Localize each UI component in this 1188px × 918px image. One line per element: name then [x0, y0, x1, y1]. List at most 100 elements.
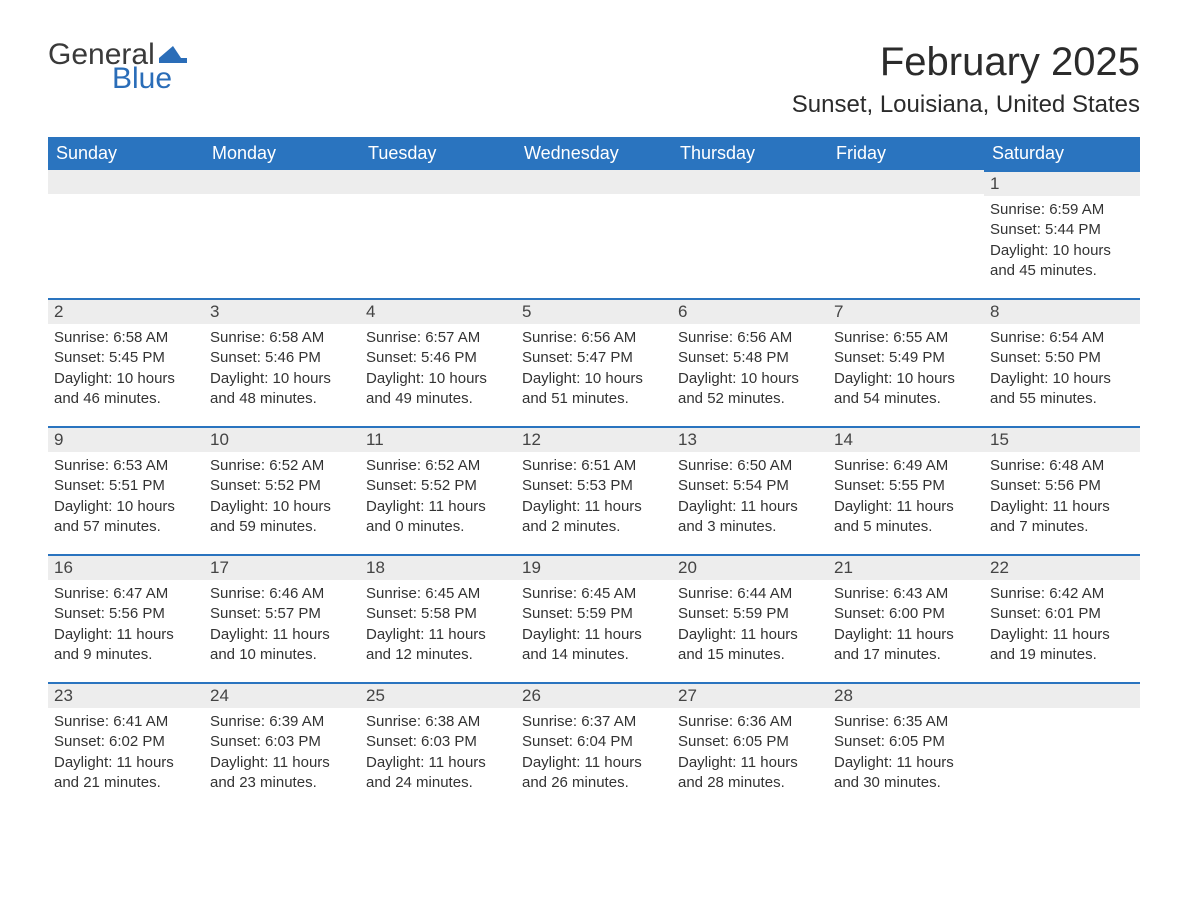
day-number: 6: [672, 298, 828, 324]
day-details: Sunrise: 6:35 AMSunset: 6:05 PMDaylight:…: [828, 708, 984, 801]
calendar-cell: 3Sunrise: 6:58 AMSunset: 5:46 PMDaylight…: [204, 298, 360, 426]
day-number: 23: [48, 682, 204, 708]
day-number: 9: [48, 426, 204, 452]
calendar-cell: 12Sunrise: 6:51 AMSunset: 5:53 PMDayligh…: [516, 426, 672, 554]
sunrise-line: Sunrise: 6:58 AM: [54, 328, 198, 348]
sunset-line: Sunset: 6:03 PM: [210, 732, 354, 752]
daylight-line-2: and 45 minutes.: [990, 261, 1134, 281]
sunset-line: Sunset: 5:44 PM: [990, 220, 1134, 240]
daylight-line-2: and 52 minutes.: [678, 389, 822, 409]
calendar-cell: [360, 170, 516, 298]
sunrise-line: Sunrise: 6:51 AM: [522, 456, 666, 476]
calendar-row: 16Sunrise: 6:47 AMSunset: 5:56 PMDayligh…: [48, 554, 1140, 682]
day-details: Sunrise: 6:59 AMSunset: 5:44 PMDaylight:…: [984, 196, 1140, 289]
sunrise-line: Sunrise: 6:39 AM: [210, 712, 354, 732]
sunset-line: Sunset: 5:51 PM: [54, 476, 198, 496]
sunrise-line: Sunrise: 6:45 AM: [366, 584, 510, 604]
sunrise-line: Sunrise: 6:54 AM: [990, 328, 1134, 348]
sunrise-line: Sunrise: 6:41 AM: [54, 712, 198, 732]
sunrise-line: Sunrise: 6:52 AM: [366, 456, 510, 476]
sunset-line: Sunset: 6:02 PM: [54, 732, 198, 752]
daylight-line-1: Daylight: 11 hours: [834, 753, 978, 773]
day-number: 22: [984, 554, 1140, 580]
calendar-cell: 26Sunrise: 6:37 AMSunset: 6:04 PMDayligh…: [516, 682, 672, 810]
day-number: 15: [984, 426, 1140, 452]
day-number: 3: [204, 298, 360, 324]
day-details: Sunrise: 6:58 AMSunset: 5:46 PMDaylight:…: [204, 324, 360, 417]
weekday-header: Monday: [204, 137, 360, 170]
calendar-header-row: SundayMondayTuesdayWednesdayThursdayFrid…: [48, 137, 1140, 170]
day-number: 16: [48, 554, 204, 580]
sunrise-line: Sunrise: 6:44 AM: [678, 584, 822, 604]
sunrise-line: Sunrise: 6:53 AM: [54, 456, 198, 476]
calendar-cell: 6Sunrise: 6:56 AMSunset: 5:48 PMDaylight…: [672, 298, 828, 426]
day-details: Sunrise: 6:41 AMSunset: 6:02 PMDaylight:…: [48, 708, 204, 801]
calendar-cell: 25Sunrise: 6:38 AMSunset: 6:03 PMDayligh…: [360, 682, 516, 810]
sunset-line: Sunset: 6:05 PM: [678, 732, 822, 752]
daylight-line-1: Daylight: 10 hours: [366, 369, 510, 389]
daylight-line-1: Daylight: 10 hours: [210, 497, 354, 517]
sunset-line: Sunset: 5:48 PM: [678, 348, 822, 368]
day-details: Sunrise: 6:53 AMSunset: 5:51 PMDaylight:…: [48, 452, 204, 545]
day-number: 14: [828, 426, 984, 452]
weekday-header: Saturday: [984, 137, 1140, 170]
day-details: Sunrise: 6:58 AMSunset: 5:45 PMDaylight:…: [48, 324, 204, 417]
daylight-line-1: Daylight: 11 hours: [522, 753, 666, 773]
day-number: 26: [516, 682, 672, 708]
calendar-cell: 19Sunrise: 6:45 AMSunset: 5:59 PMDayligh…: [516, 554, 672, 682]
day-details: Sunrise: 6:51 AMSunset: 5:53 PMDaylight:…: [516, 452, 672, 545]
sunrise-line: Sunrise: 6:59 AM: [990, 200, 1134, 220]
day-details: Sunrise: 6:45 AMSunset: 5:59 PMDaylight:…: [516, 580, 672, 673]
daylight-line-2: and 5 minutes.: [834, 517, 978, 537]
calendar-cell: 13Sunrise: 6:50 AMSunset: 5:54 PMDayligh…: [672, 426, 828, 554]
day-details: Sunrise: 6:44 AMSunset: 5:59 PMDaylight:…: [672, 580, 828, 673]
daylight-line-1: Daylight: 10 hours: [210, 369, 354, 389]
sunset-line: Sunset: 5:45 PM: [54, 348, 198, 368]
sunset-line: Sunset: 5:52 PM: [366, 476, 510, 496]
calendar-cell: 2Sunrise: 6:58 AMSunset: 5:45 PMDaylight…: [48, 298, 204, 426]
day-number: 18: [360, 554, 516, 580]
weekday-header: Friday: [828, 137, 984, 170]
calendar-cell: 4Sunrise: 6:57 AMSunset: 5:46 PMDaylight…: [360, 298, 516, 426]
calendar-cell: 23Sunrise: 6:41 AMSunset: 6:02 PMDayligh…: [48, 682, 204, 810]
day-details: Sunrise: 6:52 AMSunset: 5:52 PMDaylight:…: [204, 452, 360, 545]
daylight-line-1: Daylight: 11 hours: [210, 753, 354, 773]
day-details: Sunrise: 6:37 AMSunset: 6:04 PMDaylight:…: [516, 708, 672, 801]
sunrise-line: Sunrise: 6:55 AM: [834, 328, 978, 348]
sunset-line: Sunset: 5:59 PM: [678, 604, 822, 624]
daylight-line-2: and 15 minutes.: [678, 645, 822, 665]
sunset-line: Sunset: 5:56 PM: [990, 476, 1134, 496]
day-number: 11: [360, 426, 516, 452]
daylight-line-2: and 7 minutes.: [990, 517, 1134, 537]
weekday-header: Sunday: [48, 137, 204, 170]
sunset-line: Sunset: 5:56 PM: [54, 604, 198, 624]
daylight-line-1: Daylight: 10 hours: [54, 497, 198, 517]
daylight-line-1: Daylight: 11 hours: [522, 625, 666, 645]
calendar-cell: 27Sunrise: 6:36 AMSunset: 6:05 PMDayligh…: [672, 682, 828, 810]
sunset-line: Sunset: 5:57 PM: [210, 604, 354, 624]
daylight-line-1: Daylight: 10 hours: [522, 369, 666, 389]
daylight-line-1: Daylight: 11 hours: [210, 625, 354, 645]
day-details: Sunrise: 6:54 AMSunset: 5:50 PMDaylight:…: [984, 324, 1140, 417]
calendar-cell: [984, 682, 1140, 810]
daylight-line-2: and 10 minutes.: [210, 645, 354, 665]
sunset-line: Sunset: 5:52 PM: [210, 476, 354, 496]
calendar-row: 1Sunrise: 6:59 AMSunset: 5:44 PMDaylight…: [48, 170, 1140, 298]
daylight-line-1: Daylight: 10 hours: [678, 369, 822, 389]
sunrise-line: Sunrise: 6:58 AM: [210, 328, 354, 348]
sunset-line: Sunset: 6:00 PM: [834, 604, 978, 624]
daylight-line-2: and 54 minutes.: [834, 389, 978, 409]
sunset-line: Sunset: 6:04 PM: [522, 732, 666, 752]
calendar-row: 23Sunrise: 6:41 AMSunset: 6:02 PMDayligh…: [48, 682, 1140, 810]
day-details: Sunrise: 6:56 AMSunset: 5:47 PMDaylight:…: [516, 324, 672, 417]
day-number: 13: [672, 426, 828, 452]
sunrise-line: Sunrise: 6:37 AM: [522, 712, 666, 732]
day-details: Sunrise: 6:46 AMSunset: 5:57 PMDaylight:…: [204, 580, 360, 673]
day-number: 12: [516, 426, 672, 452]
daylight-line-1: Daylight: 11 hours: [678, 497, 822, 517]
sunset-line: Sunset: 6:05 PM: [834, 732, 978, 752]
location-subtitle: Sunset, Louisiana, United States: [792, 91, 1140, 119]
logo-text-blue: Blue: [112, 64, 187, 94]
day-number: 28: [828, 682, 984, 708]
logo: General Blue: [48, 40, 187, 94]
